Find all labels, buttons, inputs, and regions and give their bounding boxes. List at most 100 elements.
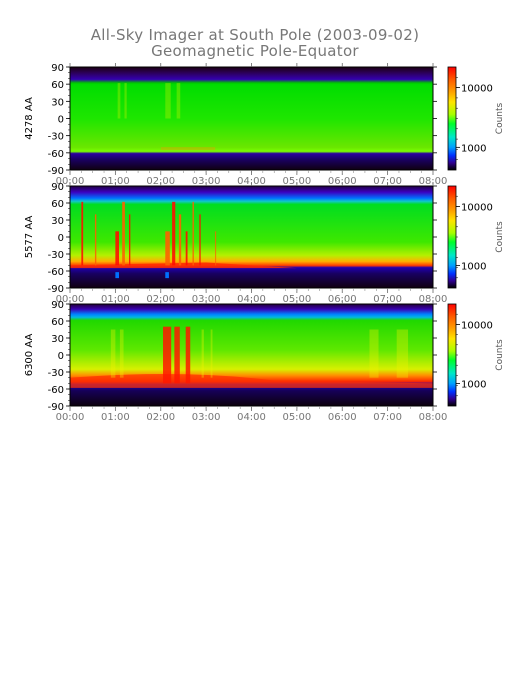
- aurora-spot: [165, 272, 169, 279]
- x-tick-label: 03:00: [192, 294, 221, 305]
- aurora-features: [70, 201, 297, 279]
- panel-image: [70, 186, 433, 288]
- aurora-streak: [124, 83, 127, 119]
- x-tick-label: 07:00: [373, 412, 402, 423]
- y-tick-label: 0: [58, 351, 64, 362]
- x-tick-label: 08:00: [419, 412, 448, 423]
- y-tick-label: -60: [48, 267, 64, 278]
- y-tick-label: 30: [51, 216, 64, 227]
- x-tick-label: 07:00: [373, 294, 402, 305]
- aurora-streak: [122, 201, 125, 266]
- aurora-streak: [119, 329, 124, 378]
- aurora-streak: [185, 231, 188, 266]
- y-tick-label: 0: [58, 115, 64, 126]
- aurora-band: [160, 147, 216, 151]
- aurora-streak: [396, 329, 409, 378]
- y-axis-label: 5577 AA: [24, 216, 35, 259]
- x-tick-label: 01:00: [101, 412, 130, 423]
- x-tick-label: 03:00: [192, 412, 221, 423]
- aurora-streak: [192, 201, 194, 266]
- y-tick-label: 60: [51, 80, 64, 91]
- y-axis-label: 6300 AA: [24, 334, 35, 377]
- colorbar-tick-label: 10000: [461, 202, 493, 213]
- x-tick-label: 02:00: [146, 176, 175, 187]
- colorbar-tick-label: 1000: [461, 143, 486, 154]
- aurora-streak: [110, 329, 116, 378]
- aurora-streak: [172, 201, 176, 266]
- colorbar-tick-label: 1000: [461, 380, 486, 391]
- y-tick-label: -60: [48, 149, 64, 160]
- aurora-streak: [117, 83, 121, 119]
- aurora-streak: [199, 214, 201, 266]
- x-tick-label: 02:00: [146, 294, 175, 305]
- aurora-streak: [176, 83, 181, 119]
- x-tick-label: 03:00: [192, 176, 221, 187]
- x-tick-label: 02:00: [146, 412, 175, 423]
- aurora-streak: [94, 214, 97, 266]
- x-tick-label: 00:00: [56, 176, 85, 187]
- aurora-streak: [201, 329, 204, 378]
- x-tick-label: 06:00: [328, 294, 357, 305]
- aurora-streak: [115, 231, 120, 266]
- x-tick-label: 06:00: [328, 176, 357, 187]
- aurora-streak: [81, 201, 84, 266]
- y-tick-label: 60: [51, 199, 64, 210]
- x-tick-label: 05:00: [282, 412, 311, 423]
- y-tick-label: 90: [51, 63, 64, 74]
- x-tick-label: 08:00: [419, 294, 448, 305]
- colorbar: [447, 303, 457, 407]
- x-tick-label: 00:00: [56, 294, 85, 305]
- panel-image: [70, 304, 433, 406]
- aurora-streak: [174, 326, 180, 384]
- aurora-streak: [210, 329, 213, 378]
- y-tick-label: 30: [51, 334, 64, 345]
- y-tick-label: -30: [48, 368, 64, 379]
- colorbar-label: Counts: [495, 221, 505, 253]
- colorbar: [447, 185, 457, 289]
- x-tick-label: 04:00: [237, 176, 266, 187]
- panel-image: [70, 67, 433, 170]
- panel-3: 90 60 30 0 -30 -60 -90 6300 AA 00:00 01:00 02:00 03…: [24, 300, 505, 423]
- aurora-band: [70, 262, 297, 269]
- panel-2: 90 60 30 0 -30 -60 -90 5577 AA 00:00 01:00 02:00 03…: [24, 182, 505, 305]
- y-tick-label: 90: [51, 182, 64, 193]
- colorbar-label: Counts: [495, 102, 505, 134]
- x-tick-label: 04:00: [237, 294, 266, 305]
- colorbar-tick-label: 10000: [461, 84, 493, 95]
- x-tick-label: 04:00: [237, 412, 266, 423]
- colorbar-tick-label: 1000: [461, 262, 486, 273]
- aurora-streak: [128, 214, 131, 266]
- colorbar: [447, 66, 457, 171]
- aurora-features: [117, 83, 216, 151]
- x-tick-label: 00:00: [56, 412, 85, 423]
- x-tick-label: 05:00: [282, 176, 311, 187]
- x-tick-label: 08:00: [419, 176, 448, 187]
- aurora-streak: [185, 326, 191, 384]
- aurora-streak: [369, 329, 379, 378]
- y-tick-label: 30: [51, 97, 64, 108]
- y-tick-label: 90: [51, 300, 64, 311]
- aurora-streak: [215, 231, 217, 266]
- x-tick-label: 06:00: [328, 412, 357, 423]
- y-tick-label: 60: [51, 317, 64, 328]
- aurora-streak: [165, 83, 171, 119]
- y-tick-label: -30: [48, 132, 64, 143]
- panel-1: 90 60 30 0 -30 -60 -90 4278 AA 00:00 01:00 02:00 03…: [24, 63, 505, 187]
- aurora-streak: [165, 231, 170, 266]
- colorbar-tick-label: 10000: [461, 320, 493, 331]
- x-tick-label: 01:00: [101, 176, 130, 187]
- colorbar-label: Counts: [495, 339, 505, 371]
- x-tick-label: 07:00: [373, 176, 402, 187]
- y-tick-label: -60: [48, 385, 64, 396]
- chart-subtitle: Geomagnetic Pole-Equator: [151, 42, 359, 60]
- aurora-band: [70, 374, 433, 388]
- y-tick-label: 0: [58, 233, 64, 244]
- aurora-spot: [115, 272, 120, 279]
- y-tick-label: -90: [48, 284, 64, 295]
- aurora-streak: [178, 214, 182, 266]
- y-tick-label: -90: [48, 166, 64, 177]
- x-tick-label: 05:00: [282, 294, 311, 305]
- y-tick-label: -30: [48, 250, 64, 261]
- aurora-features: [70, 326, 433, 388]
